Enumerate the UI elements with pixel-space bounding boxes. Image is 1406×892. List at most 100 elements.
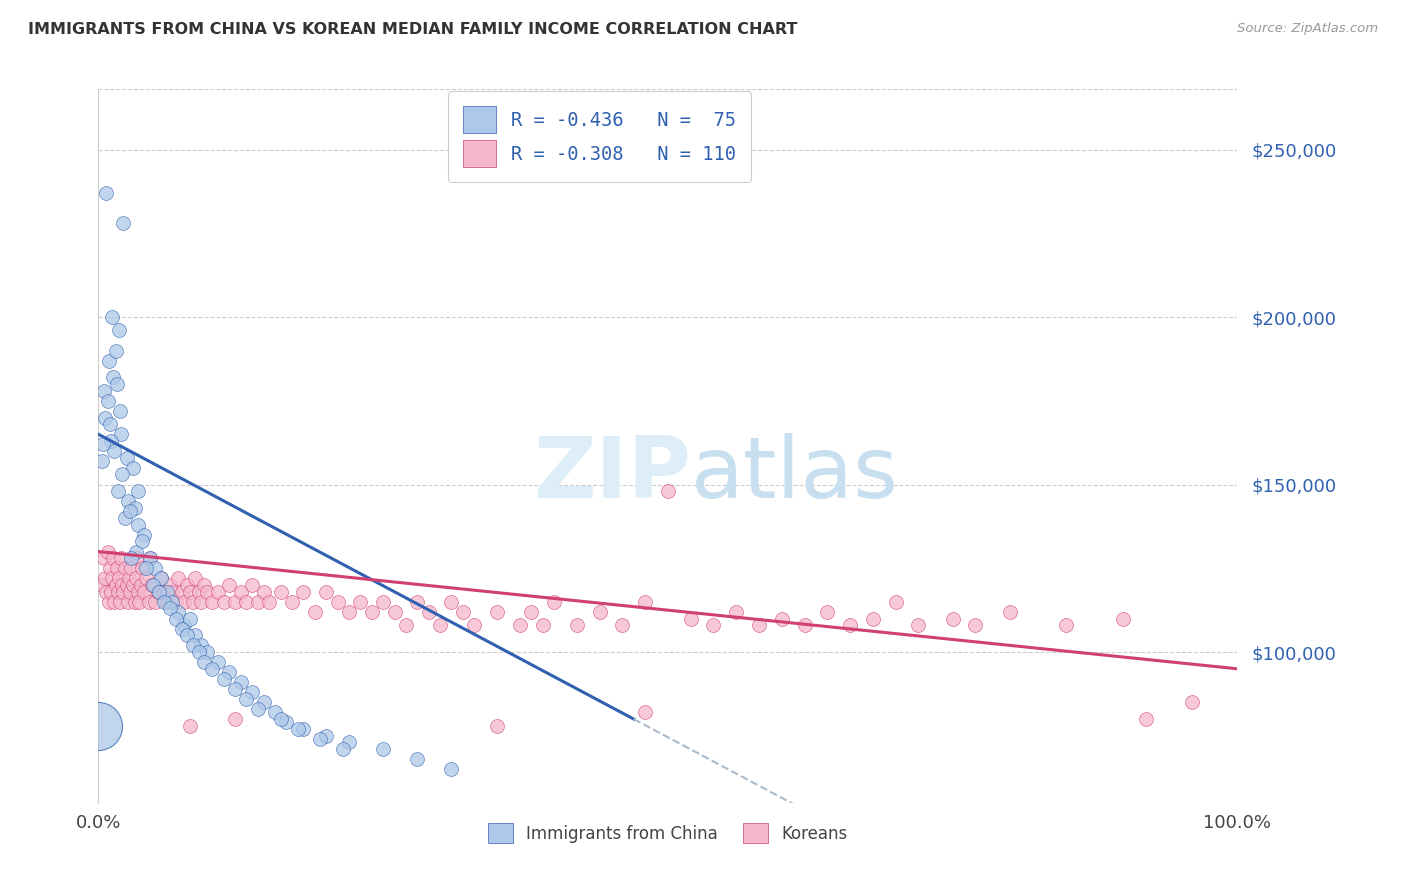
Point bbox=[588, 605, 610, 619]
Point bbox=[187, 584, 209, 599]
Point bbox=[156, 595, 179, 609]
Point bbox=[96, 186, 118, 200]
Point bbox=[131, 534, 153, 549]
Point bbox=[406, 752, 429, 766]
Point bbox=[138, 551, 160, 566]
Point bbox=[120, 584, 142, 599]
Point bbox=[195, 645, 218, 659]
Point bbox=[1054, 618, 1078, 632]
Point bbox=[246, 702, 269, 716]
Point bbox=[337, 735, 360, 749]
Point bbox=[451, 605, 474, 619]
Point bbox=[127, 584, 149, 599]
Point bbox=[193, 578, 215, 592]
Point bbox=[91, 437, 114, 451]
Point bbox=[384, 605, 406, 619]
Point bbox=[440, 595, 463, 609]
Point bbox=[115, 450, 138, 465]
Point bbox=[124, 595, 146, 609]
Point bbox=[146, 584, 169, 599]
Point bbox=[235, 692, 257, 706]
Point bbox=[112, 216, 135, 230]
Point bbox=[167, 605, 190, 619]
Point bbox=[96, 393, 118, 408]
Point bbox=[187, 645, 209, 659]
Point bbox=[132, 584, 155, 599]
Point bbox=[531, 618, 554, 632]
Point bbox=[371, 742, 394, 756]
Point bbox=[153, 584, 176, 599]
Point bbox=[429, 618, 451, 632]
Point bbox=[634, 706, 657, 720]
Point bbox=[287, 722, 309, 736]
Point bbox=[181, 595, 204, 609]
Point bbox=[179, 719, 201, 733]
Point bbox=[679, 611, 702, 625]
Point bbox=[240, 578, 263, 592]
Point bbox=[634, 595, 657, 609]
Point bbox=[229, 675, 252, 690]
Point bbox=[207, 584, 229, 599]
Point bbox=[142, 578, 165, 592]
Point bbox=[332, 742, 354, 756]
Point bbox=[181, 638, 204, 652]
Point bbox=[1112, 611, 1135, 625]
Point bbox=[108, 323, 131, 337]
Point bbox=[264, 706, 287, 720]
Point bbox=[111, 467, 134, 482]
Point bbox=[1181, 695, 1204, 709]
Point bbox=[103, 370, 125, 384]
Point bbox=[793, 618, 815, 632]
Point bbox=[105, 561, 128, 575]
Point bbox=[118, 571, 141, 585]
Point bbox=[337, 605, 360, 619]
Point bbox=[235, 595, 257, 609]
Point bbox=[190, 595, 212, 609]
Point bbox=[108, 404, 131, 418]
Point bbox=[104, 578, 127, 592]
Point bbox=[97, 353, 120, 368]
Point bbox=[201, 662, 224, 676]
Point bbox=[270, 584, 292, 599]
Point bbox=[94, 571, 117, 585]
Point bbox=[657, 484, 679, 499]
Point bbox=[120, 561, 142, 575]
Point bbox=[167, 571, 190, 585]
Point bbox=[127, 484, 149, 499]
Point bbox=[395, 618, 418, 632]
Point bbox=[153, 595, 176, 609]
Point bbox=[96, 584, 118, 599]
Point bbox=[121, 578, 143, 592]
Point bbox=[103, 551, 125, 566]
Point bbox=[97, 595, 120, 609]
Text: Source: ZipAtlas.com: Source: ZipAtlas.com bbox=[1237, 22, 1378, 36]
Point bbox=[326, 595, 349, 609]
Point bbox=[224, 712, 246, 726]
Point bbox=[107, 484, 129, 499]
Point bbox=[90, 454, 112, 468]
Point bbox=[179, 611, 201, 625]
Point bbox=[101, 571, 124, 585]
Point bbox=[138, 595, 160, 609]
Point bbox=[281, 595, 304, 609]
Legend: Immigrants from China, Koreans: Immigrants from China, Koreans bbox=[479, 814, 856, 852]
Point bbox=[117, 595, 139, 609]
Point bbox=[120, 551, 142, 566]
Point bbox=[104, 343, 127, 358]
Point bbox=[349, 595, 371, 609]
Point bbox=[100, 434, 122, 448]
Point bbox=[229, 584, 252, 599]
Point bbox=[862, 611, 884, 625]
Point bbox=[107, 584, 129, 599]
Point bbox=[135, 571, 157, 585]
Point bbox=[292, 584, 315, 599]
Point bbox=[93, 551, 115, 566]
Point bbox=[124, 500, 146, 515]
Point bbox=[108, 571, 131, 585]
Point bbox=[942, 611, 965, 625]
Point bbox=[725, 605, 748, 619]
Point bbox=[184, 628, 207, 642]
Point bbox=[105, 377, 128, 392]
Point bbox=[170, 622, 193, 636]
Point bbox=[125, 544, 148, 558]
